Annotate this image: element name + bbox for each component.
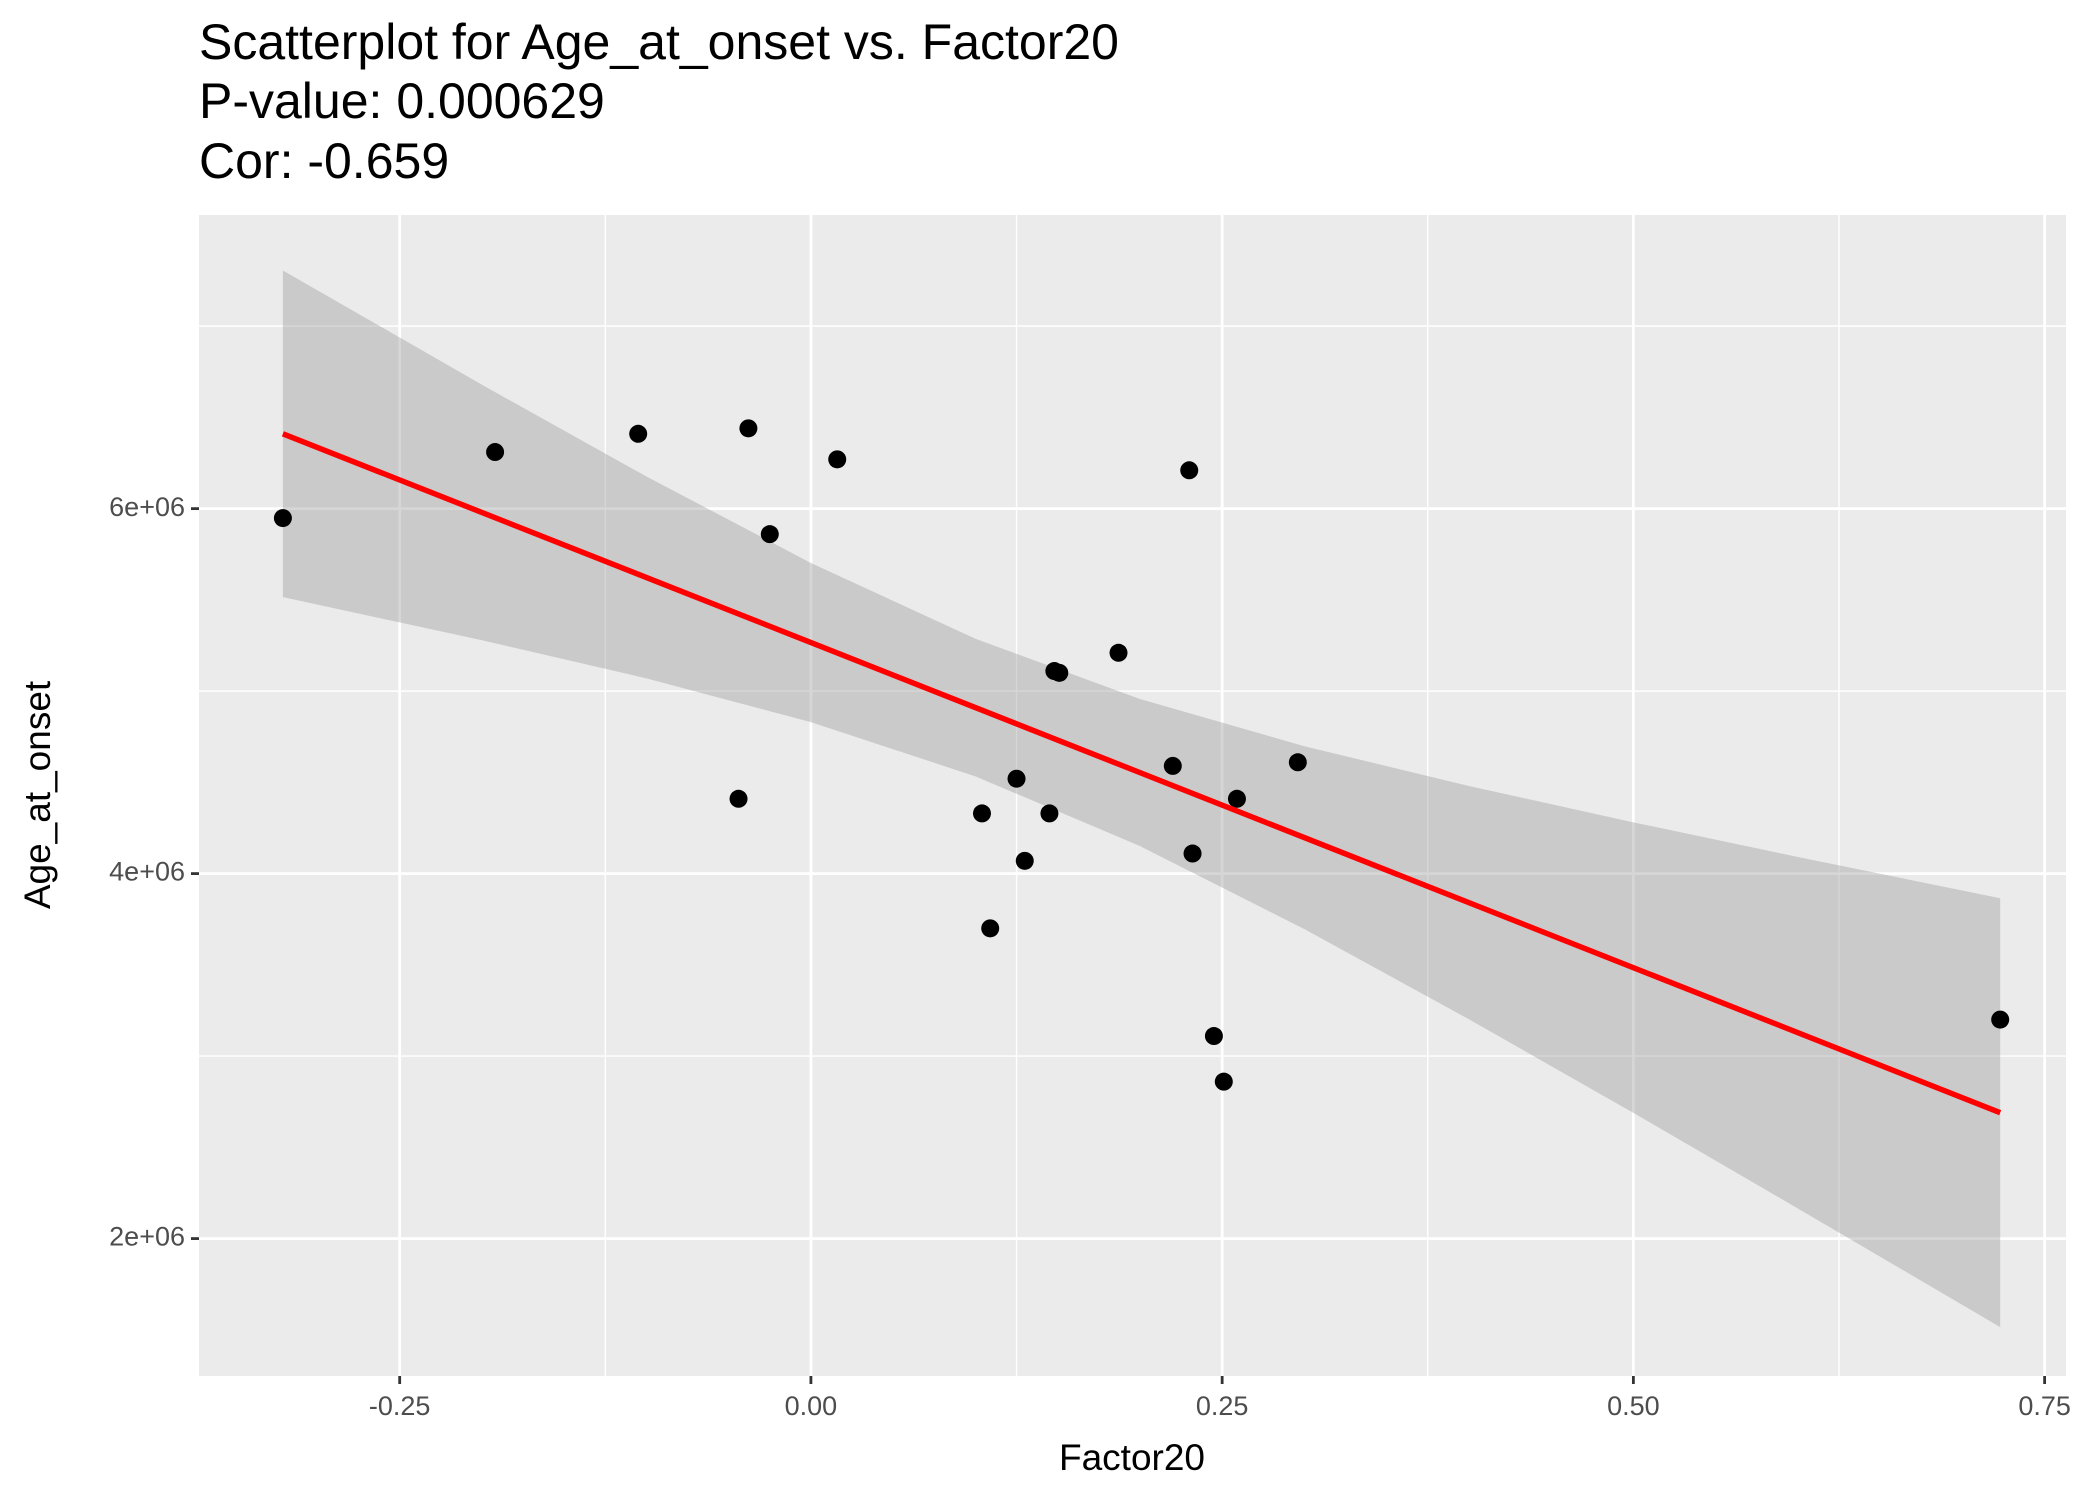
chart-title: Scatterplot for Age_at_onset vs. Factor2… (199, 14, 1119, 70)
data-point (1163, 756, 1182, 775)
data-point (981, 919, 1000, 938)
data-point (1007, 769, 1026, 788)
data-point (1204, 1027, 1223, 1046)
plot-panel (199, 215, 2066, 1376)
x-tick-label: 0.75 (2018, 1391, 2071, 1421)
y-axis-title: Age_at_onset (17, 680, 58, 909)
data-point (273, 509, 292, 528)
y-tick-label: 4e+06 (109, 857, 185, 887)
data-point (1040, 804, 1059, 823)
data-point (760, 525, 779, 544)
data-point (729, 789, 748, 808)
data-point (1183, 844, 1202, 863)
y-tick-label: 6e+06 (109, 492, 185, 522)
data-point (972, 804, 991, 823)
data-point (1214, 1072, 1233, 1091)
x-tick-label: 0.25 (1196, 1391, 1249, 1421)
data-point (486, 443, 505, 462)
data-point (739, 419, 758, 438)
data-point (828, 450, 847, 469)
data-point (1180, 461, 1199, 480)
data-point (1015, 851, 1034, 870)
data-point (1288, 753, 1307, 772)
x-tick-label: 0.50 (1607, 1391, 1660, 1421)
data-point (1227, 789, 1246, 808)
chart-subtitle: P-value: 0.000629 (199, 73, 605, 129)
data-point (1050, 663, 1069, 682)
regression-line (281, 431, 2002, 1116)
data-point (629, 424, 648, 443)
y-tick-label: 2e+06 (109, 1222, 185, 1252)
chart-subtitle: Cor: -0.659 (199, 133, 449, 189)
data-point (1991, 1010, 2010, 1029)
x-tick-label: 0.00 (785, 1391, 838, 1421)
x-axis-title: Factor20 (1059, 1437, 1205, 1478)
data-point (1109, 643, 1128, 662)
confidence-band (282, 270, 2001, 1328)
x-tick-label: -0.25 (369, 1391, 431, 1421)
